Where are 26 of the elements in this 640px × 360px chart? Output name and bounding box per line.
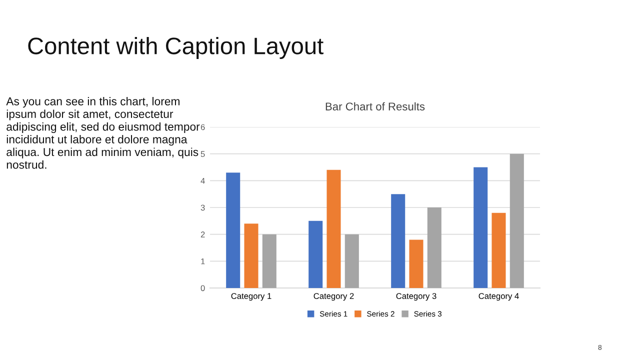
bar xyxy=(244,224,258,288)
bar xyxy=(308,220,323,288)
bar xyxy=(226,172,240,288)
y-tick-label: 4 xyxy=(200,178,205,184)
y-tick-label: 6 xyxy=(200,124,205,130)
x-tick-label: Category 2 xyxy=(314,293,354,301)
bar xyxy=(262,234,276,288)
y-tick-label: 1 xyxy=(201,258,205,264)
bar xyxy=(326,170,341,288)
x-tick-label: Category 4 xyxy=(478,293,519,301)
x-tick-label: Category 3 xyxy=(396,293,436,301)
chart-title: Bar Chart of Results xyxy=(326,102,425,110)
bar xyxy=(492,212,506,288)
y-tick-label: 0 xyxy=(200,285,205,292)
bar xyxy=(427,208,442,288)
bar xyxy=(510,154,524,288)
y-tick-label: 2 xyxy=(200,232,205,238)
bar xyxy=(391,194,406,288)
y-tick-label: 5 xyxy=(200,151,205,157)
x-tick-label: Category 1 xyxy=(231,293,272,301)
bar xyxy=(409,240,424,288)
y-tick-label: 3 xyxy=(200,204,205,211)
text: Content with Caption Layout xyxy=(28,36,324,60)
bar xyxy=(344,234,359,288)
text: As you can see in this chart, lorem ipsum dolor sit amet, consectetur adipiscing elit, sed do eiusmod tempor incididunt ut labore et dolore magna aliqua. Ut enim ad minim veniam, quis nostrud. xyxy=(6,97,200,169)
bar xyxy=(474,167,488,288)
